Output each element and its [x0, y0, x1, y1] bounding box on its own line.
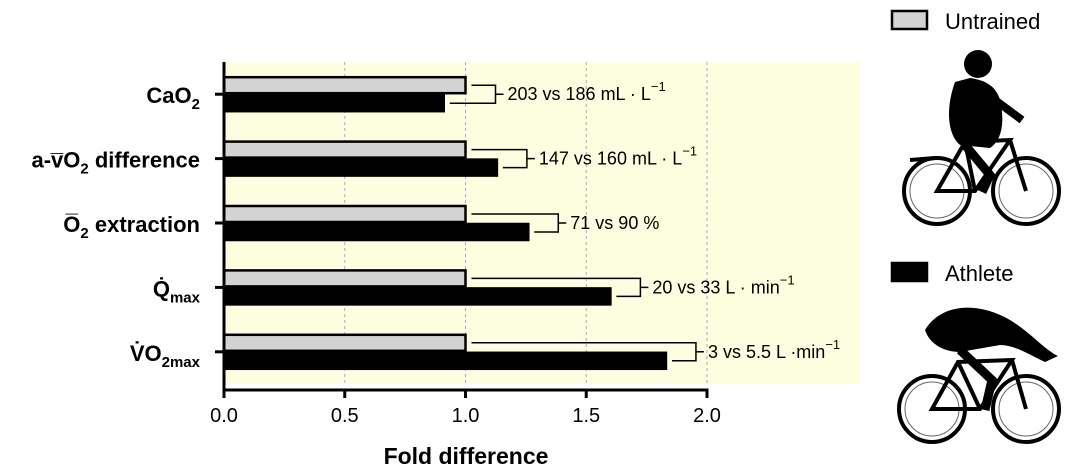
x-tick-label: 0.5: [331, 405, 359, 427]
annotation-label: 71 vs 90 %: [570, 213, 659, 233]
category-label: a-v̅O2 difference: [31, 148, 200, 178]
legend-swatch-untrained: [890, 9, 929, 31]
legend: Untrained Athlete: [890, 9, 1040, 286]
cyclist-racing-icon: [897, 307, 1061, 444]
bar-athlete: [222, 222, 530, 242]
bar-athlete: [222, 351, 668, 371]
bar-athlete: [222, 93, 446, 113]
category-label: CaO2: [146, 83, 200, 113]
bar-untrained: [222, 269, 467, 288]
x-axis-label: Fold difference: [384, 443, 549, 468]
y-axis: CaO2 a-v̅O2 difference O̅2 extraction Q̇max…: [31, 62, 226, 390]
legend-label-untrained: Untrained: [945, 9, 1040, 34]
cyclist-upright-icon: [902, 50, 1061, 226]
annotation-label: 203 vs 186 mL · L−1: [508, 79, 666, 104]
x-axis: 0.0 0.5 1.0 1.5 2.0: [210, 388, 721, 427]
x-tick-label: 0.0: [210, 405, 238, 427]
annotation-label: 20 vs 33 L · min−1: [652, 272, 794, 297]
bar-untrained: [222, 140, 467, 159]
annotation-bracket: [471, 342, 704, 362]
legend-swatch-athlete: [890, 261, 929, 283]
category-label: Q̇max: [153, 276, 201, 306]
legend-label-athlete: Athlete: [945, 261, 1014, 286]
bar-untrained: [222, 204, 467, 224]
annotation-label: 147 vs 160 mL · L−1: [539, 144, 697, 169]
bar-untrained: [222, 333, 467, 353]
annotation-label: 3 vs 5.5 L ·min−1: [708, 337, 840, 362]
x-tick-label: 1.0: [452, 405, 480, 427]
bar-athlete: [222, 287, 612, 306]
bar-athlete: [222, 158, 499, 177]
category-label: V̇O2max: [130, 341, 201, 371]
x-tick-label: 2.0: [693, 405, 721, 427]
bar-untrained: [222, 75, 467, 95]
x-tick-label: 1.5: [572, 405, 600, 427]
annotation-bracket: [471, 277, 649, 298]
annotation-bracket: [471, 148, 535, 169]
annotation-bracket: [471, 213, 567, 233]
annotation-bracket: [449, 84, 504, 104]
annotations: 203 vs 186 mL · L−1 147 vs 160 mL · L−1 71…: [449, 79, 840, 362]
category-label: O̅2 extraction: [63, 212, 200, 242]
